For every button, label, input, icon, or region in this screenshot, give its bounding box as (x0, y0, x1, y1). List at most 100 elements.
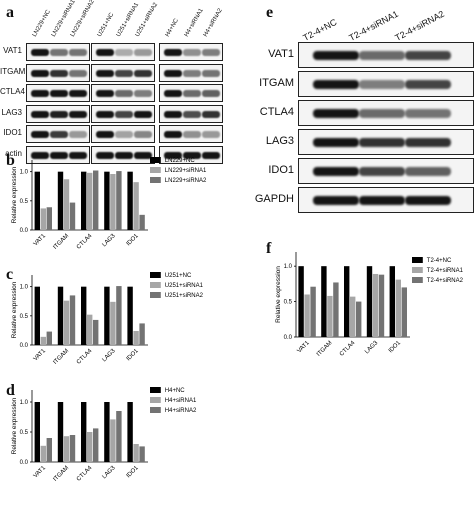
blot-e-band (359, 51, 405, 60)
blot-a-band (50, 69, 68, 77)
blot-a-band (164, 90, 183, 97)
y-tick-label: 1.0 (20, 285, 29, 291)
blot-a-band (201, 110, 220, 118)
y-tick-label: 1.0 (20, 170, 29, 176)
y-tick-label: 0.5 (284, 300, 293, 306)
blot-e-row-label: GAPDH (254, 193, 294, 205)
blot-a-band (133, 69, 152, 77)
blot-a-band (115, 131, 133, 138)
x-tick-label: IDO1 (126, 465, 141, 480)
blot-a-lane-label: H4+siRNA2 (202, 7, 224, 38)
blot-a-band (133, 110, 152, 118)
blot-a-membrane (26, 84, 90, 102)
bar (57, 402, 64, 462)
legend-swatch (412, 277, 423, 283)
bar (139, 214, 145, 230)
bar (93, 428, 99, 462)
blot-a-band (164, 69, 183, 77)
blot-a-band (183, 131, 201, 138)
blot-e-band (359, 109, 405, 118)
legend-label: H4+siRNA2 (165, 408, 197, 414)
blot-a-band (201, 131, 220, 138)
bar (366, 266, 373, 337)
blot-a-band (183, 49, 201, 56)
bar (389, 266, 395, 337)
blot-a-band (164, 110, 183, 118)
legend-label: H4+siRNA1 (165, 398, 197, 404)
x-tick-label: IDO1 (388, 340, 403, 355)
x-tick-label: ITGAM (53, 233, 71, 251)
x-tick-label: VAT1 (33, 465, 48, 480)
blot-e-membrane (298, 71, 474, 97)
blot-a-membrane (91, 63, 155, 82)
blot-a-band (68, 69, 87, 77)
x-tick-label: IDO1 (126, 233, 141, 248)
bar (110, 174, 116, 230)
bar (133, 331, 139, 345)
blot-e-band (405, 51, 451, 60)
x-tick-label: LAG3 (102, 348, 118, 364)
bar (63, 436, 70, 462)
y-axis-label: Relative expression (11, 166, 18, 223)
blot-a-band (50, 49, 68, 56)
blot-a-membrane (159, 145, 223, 164)
blot-a-band (68, 151, 87, 159)
blot-a-membrane (159, 63, 223, 82)
legend-swatch (412, 257, 423, 263)
x-tick-label: LAG3 (102, 465, 118, 481)
blot-a-band (183, 69, 201, 77)
blot-a-band (115, 49, 133, 56)
panel-label-d: d (6, 382, 15, 399)
blot-a-band (31, 110, 50, 118)
blot-a-lane-label: H4+siRNA1 (183, 7, 205, 38)
x-tick-label: LAG3 (364, 340, 380, 356)
bar (57, 171, 64, 230)
blot-e-band (405, 80, 451, 89)
blot-e-band (313, 138, 359, 147)
bar (69, 435, 76, 462)
panel-label-e: e (266, 4, 274, 21)
y-tick-label: 0.0 (284, 335, 293, 341)
legend-swatch (150, 292, 161, 298)
blot-a-band (201, 69, 220, 77)
bar (127, 171, 133, 230)
blot-a-band (96, 90, 115, 97)
bar (116, 286, 122, 345)
bar (57, 286, 64, 345)
blot-e-lane-label: T2-4+siRNA2 (393, 8, 446, 44)
bar (81, 286, 87, 345)
bar (87, 172, 93, 230)
bar (344, 266, 350, 337)
blot-a-row-label: ITGAM (0, 66, 26, 76)
bar (395, 279, 401, 337)
blot-a-band (96, 151, 115, 159)
x-tick-label: LAG3 (102, 233, 118, 249)
x-tick-label: ITGAM (316, 340, 334, 358)
blot-a-band (183, 151, 201, 159)
legend-swatch (150, 387, 161, 393)
blot-a-band (50, 90, 68, 97)
blot-a-membrane (91, 145, 155, 164)
x-tick-label: VAT1 (33, 233, 48, 248)
blot-a-band (164, 151, 183, 159)
bar (46, 438, 52, 462)
blot-e-band (313, 196, 359, 205)
blot-e-band (405, 196, 451, 205)
bar (333, 282, 339, 337)
bar (34, 286, 40, 345)
blot-e-band (313, 109, 359, 118)
bar (116, 171, 122, 230)
y-tick-label: 0.0 (20, 343, 29, 349)
blot-a-row-label: IDO1 (3, 128, 22, 137)
bar (104, 171, 110, 230)
blot-e-row-label: IDO1 (268, 164, 294, 176)
blot-e-band (313, 80, 359, 89)
blot-a-band (164, 131, 183, 138)
panel-label-c: c (6, 266, 14, 283)
blot-e-membrane (298, 187, 474, 213)
blot-a-band (115, 90, 133, 97)
legend-swatch (150, 177, 161, 183)
blot-a-band (115, 151, 133, 159)
bar (310, 286, 316, 337)
